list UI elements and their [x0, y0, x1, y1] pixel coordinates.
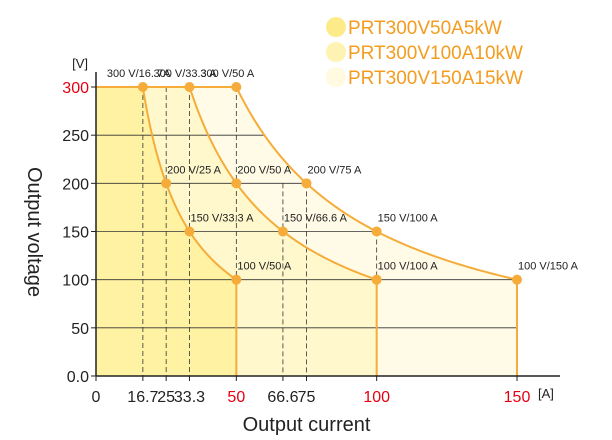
y-tick-label: 200	[62, 176, 89, 193]
x-tick-label: 100	[363, 389, 390, 406]
data-point-label: 200 V/75 A	[308, 164, 362, 176]
data-point	[184, 82, 195, 92]
data-point-label: 100 V/150 A	[518, 261, 579, 273]
data-point-label: 100 V/50 A	[237, 261, 291, 273]
y-tick-label: 150	[62, 225, 89, 242]
legend-swatch	[326, 17, 346, 37]
x-tick-label: 150	[504, 389, 531, 406]
data-point-label: 300 V/16. 7A	[107, 68, 171, 80]
x-tick-label: 16.7	[127, 389, 158, 406]
data-point	[301, 178, 312, 189]
data-point-label: 150 V/66.6 A	[284, 213, 348, 225]
data-point-label: 300 V/33.3 A	[153, 68, 217, 80]
data-point	[184, 226, 195, 237]
x-tick-label: 0	[92, 389, 101, 406]
legend-swatch	[326, 67, 346, 87]
y-tick-label: 250	[62, 128, 89, 145]
data-point-label: 200 V/50 A	[237, 164, 291, 176]
data-point-label: 200 V/25 A	[167, 164, 221, 176]
data-point	[277, 226, 288, 237]
x-tick-label: 66.6	[267, 389, 298, 406]
x-tick-label: 75	[298, 389, 316, 406]
data-point	[231, 82, 242, 92]
legend-swatch	[326, 42, 346, 62]
y-tick-label: 100	[62, 273, 89, 290]
x-axis-title: Output current	[243, 414, 371, 436]
x-unit-label: [A]	[538, 386, 554, 401]
x-tick-label: 33.3	[174, 389, 205, 406]
data-point	[231, 178, 242, 189]
legend-label: PRT300V50A5kW	[348, 18, 502, 39]
data-point	[371, 226, 382, 237]
legend-label: PRT300V150A15kW	[348, 68, 523, 89]
y-unit-label: [V]	[72, 56, 88, 71]
data-point-label: 300 V/50 A	[200, 68, 254, 80]
x-tick-label: 25	[157, 389, 175, 406]
y-tick-label: 50	[71, 321, 89, 338]
y-tick-label: 300	[62, 80, 89, 97]
data-point	[512, 274, 522, 285]
data-point	[137, 82, 148, 92]
x-tick-label: 50	[227, 389, 245, 406]
data-point-label: 150 V/100 A	[378, 213, 439, 225]
data-point	[231, 274, 242, 285]
data-point-label: 150 V/33.3 A	[190, 213, 254, 225]
data-point	[371, 274, 382, 285]
legend-label: PRT300V100A10kW	[348, 43, 523, 64]
y-tick-label: 0.0	[67, 369, 89, 386]
data-point	[161, 178, 172, 189]
data-point-label: 100 V/100 A	[378, 261, 439, 273]
y-axis-title: Output voltage	[23, 167, 45, 297]
